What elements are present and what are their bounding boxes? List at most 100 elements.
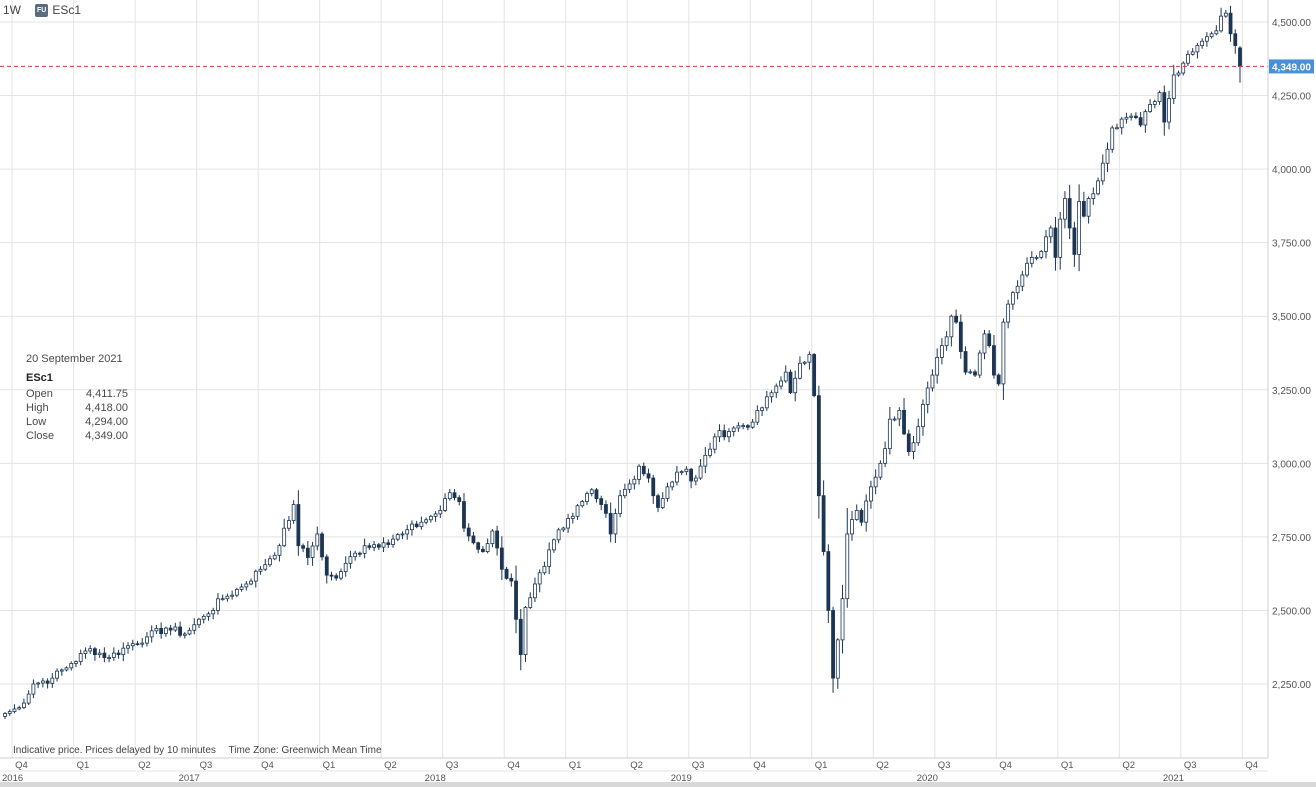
candle-body-down	[963, 351, 968, 373]
candle-body-up	[537, 572, 542, 585]
candle-body-down	[499, 547, 504, 570]
candle-body-up	[930, 374, 935, 389]
candle-body-up	[679, 471, 684, 474]
candle-body-up	[391, 538, 395, 545]
candle-body-up	[154, 627, 159, 632]
x-quarter-label: Q2	[1122, 760, 1135, 771]
candle-body-up	[523, 607, 528, 655]
candle-body-up	[1105, 148, 1110, 164]
x-quarter-label: Q3	[446, 760, 459, 771]
candle-body-up	[381, 542, 386, 548]
x-quarter-label: Q3	[692, 760, 705, 771]
symbol-label[interactable]: ESc1	[52, 3, 82, 17]
candle-body-down	[495, 530, 500, 549]
candle-body-down	[324, 556, 329, 576]
x-quarter-label: Q4	[261, 760, 274, 771]
candle-body-up	[798, 362, 802, 379]
candle-body-up	[883, 448, 888, 464]
candle-body-up	[36, 682, 41, 685]
futures-badge: FU	[35, 3, 49, 17]
candle-body-up	[253, 570, 258, 582]
candle-body-down	[305, 547, 310, 558]
y-tick-label: 4,000.00	[1272, 165, 1311, 176]
candle-body-up	[1129, 115, 1134, 118]
x-quarter-label: Q3	[1184, 760, 1197, 771]
candle-body-up	[111, 652, 116, 658]
candle-body-up	[1204, 36, 1209, 42]
candle-body-down	[376, 544, 381, 548]
candle-body-down	[1138, 117, 1143, 126]
candle-body-up	[1020, 274, 1025, 287]
candle-body-up	[433, 513, 438, 517]
y-tick-label: 2,500.00	[1272, 606, 1311, 617]
candle-body-up	[802, 361, 807, 364]
candle-body-up	[949, 315, 954, 338]
x-year-label: 2019	[671, 773, 692, 784]
candle-body-down	[45, 680, 50, 684]
candle-body-down	[954, 315, 958, 323]
y-tick-label: 3,250.00	[1272, 386, 1311, 397]
candle-body-up	[343, 562, 348, 572]
y-tick-label: 4,250.00	[1272, 92, 1311, 103]
candle-body-up	[1148, 103, 1152, 113]
interval-selector[interactable]: 1W	[3, 3, 21, 17]
candle-body-up	[613, 513, 618, 535]
candle-body-up	[878, 462, 883, 478]
candle-body-up	[395, 534, 400, 540]
candle-body-up	[287, 520, 291, 529]
candle-body-up	[528, 597, 533, 608]
candle-body-up	[887, 418, 892, 450]
candle-body-up	[1015, 285, 1020, 294]
candle-body-down	[689, 468, 694, 482]
candle-body-up	[1044, 236, 1048, 252]
candle-body-up	[1025, 262, 1029, 276]
candle-body-up	[50, 677, 55, 684]
candle-body-up	[428, 515, 433, 521]
candle-body-up	[485, 543, 490, 552]
candle-body-up	[618, 495, 623, 514]
candle-body-up	[869, 486, 873, 502]
x-quarter-label: Q4	[15, 760, 28, 771]
tooltip-symbol: ESc1	[26, 372, 53, 384]
candle-body-down	[1233, 33, 1238, 46]
x-quarter-label: Q1	[323, 760, 336, 771]
candle-body-down	[466, 527, 471, 537]
candle-body-up	[121, 647, 126, 656]
candle-body-down	[646, 473, 651, 479]
candle-body-up	[424, 519, 429, 523]
candle-body-up	[939, 345, 944, 358]
candle-body-up	[627, 483, 632, 490]
candle-body-up	[1029, 256, 1034, 264]
candle-body-up	[717, 430, 722, 438]
candle-body-up	[921, 404, 925, 428]
candle-body-up	[575, 505, 580, 517]
candle-body-up	[140, 642, 145, 645]
candle-body-down	[906, 433, 911, 452]
candle-body-up	[83, 650, 88, 654]
candle-body-up	[438, 510, 443, 515]
candle-body-down	[641, 465, 646, 475]
candle-body-up	[1006, 303, 1011, 323]
scrollbar-track[interactable]	[0, 782, 1316, 787]
candle-body-up	[660, 498, 665, 508]
candle-body-up	[97, 652, 102, 656]
candle-body-up	[547, 549, 552, 567]
candle-body-up	[731, 427, 736, 432]
candle-body-down	[1134, 115, 1138, 119]
x-quarter-label: Q1	[77, 760, 90, 771]
candle-body-down	[831, 610, 835, 679]
x-quarter-label: Q1	[569, 760, 582, 771]
candle-body-down	[821, 495, 826, 553]
candle-body-up	[310, 545, 315, 558]
candle-body-up	[897, 409, 902, 420]
candle-body-down	[1081, 201, 1086, 217]
tooltip-high-row: High 4,418.00	[26, 401, 128, 415]
tooltip-date: 20 September 2021	[26, 353, 123, 365]
last-price-label: 4,349.00	[1272, 62, 1311, 73]
candle-body-up	[703, 454, 708, 467]
candle-body-up	[1209, 33, 1214, 38]
candle-body-up	[892, 418, 897, 421]
candle-body-up	[783, 371, 788, 382]
candle-body-down	[135, 643, 140, 646]
